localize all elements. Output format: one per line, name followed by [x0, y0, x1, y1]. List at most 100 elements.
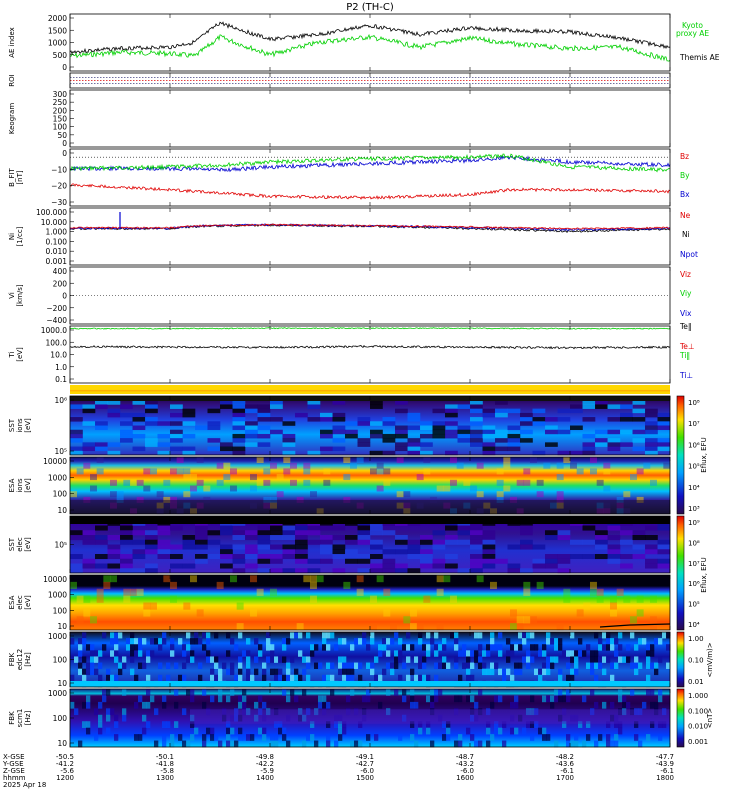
- x-tick-label: -42.2: [256, 760, 274, 768]
- spectrogram-cell: [157, 450, 171, 456]
- spectrogram-cell: [102, 632, 107, 639]
- spectrogram-cell: [282, 554, 296, 560]
- spectrogram-cell: [446, 727, 451, 735]
- spectrogram-cell: [502, 740, 507, 748]
- spectrogram-cell: [590, 650, 595, 657]
- spectrogram-cell: [156, 491, 164, 498]
- spectrogram-cell: [320, 446, 333, 452]
- spectrogram-cell: [70, 638, 75, 645]
- spectrogram-cell: [374, 734, 379, 741]
- spectrogram-cell: [434, 695, 439, 703]
- spectrogram-cell: [98, 674, 103, 682]
- y-axis-label: [eV]: [16, 347, 24, 362]
- spectrogram-cell: [382, 568, 396, 574]
- spectrogram-cell: [454, 662, 459, 669]
- spectrogram-cell: [357, 568, 371, 574]
- spectrogram-cell: [232, 408, 246, 414]
- spectrogram-cell: [170, 421, 183, 426]
- spectrogram-cell: [278, 656, 283, 663]
- spectrogram-cell: [614, 650, 619, 657]
- spectrogram-cell: [470, 695, 475, 703]
- y-tick-label: 100: [53, 123, 68, 132]
- spectrogram-cell: [618, 721, 623, 728]
- spectrogram-cell: [514, 662, 519, 669]
- spectrogram-cell: [557, 417, 571, 422]
- spectrogram-cell: [458, 674, 463, 682]
- spectrogram-cell: [522, 727, 527, 735]
- spectrogram-cell: [206, 727, 211, 735]
- spectrogram-cell: [407, 539, 421, 545]
- spectrogram-cell: [434, 632, 439, 639]
- spectrogram-cell: [520, 412, 533, 418]
- spectrogram-cell: [266, 632, 271, 639]
- spectrogram-cell: [598, 656, 603, 663]
- spectrogram-cell: [274, 674, 279, 682]
- spectrogram-cell: [570, 740, 575, 748]
- spectrogram-cell: [370, 623, 377, 631]
- spectrogram-cell: [257, 544, 271, 550]
- y-tick-label: 1000: [48, 39, 67, 48]
- spectrogram-cell: [358, 721, 363, 728]
- spectrogram-cell: [574, 662, 579, 669]
- spectrogram-cell: [495, 558, 508, 564]
- spectrogram-cell: [302, 656, 307, 663]
- spectrogram-cell: [645, 442, 658, 447]
- spectrogram-cell: [582, 695, 587, 703]
- spectrogram-cell: [418, 721, 423, 728]
- spectrogram-cell: [383, 468, 391, 475]
- spectrogram-cell: [530, 632, 535, 639]
- spectrogram-cell: [620, 404, 633, 409]
- spectrogram-cell: [545, 535, 558, 541]
- spectrogram-cell: [558, 674, 563, 682]
- spectrogram-cell: [436, 623, 444, 631]
- spectrogram-cell: [595, 539, 608, 545]
- spectrogram-cell: [107, 554, 121, 560]
- spectrogram-cell: [595, 544, 608, 550]
- spectrogram-cell: [138, 734, 143, 741]
- spectrogram-cell: [542, 668, 547, 676]
- spectrogram-cell: [282, 638, 287, 645]
- spectrogram-cell: [394, 656, 399, 663]
- spectrogram-cell: [554, 689, 559, 696]
- mode-bar: [70, 385, 670, 394]
- x-tick-label: 1400: [256, 774, 274, 782]
- y-axis-label: SST: [8, 537, 16, 551]
- spectrogram-cell: [134, 701, 139, 709]
- spectrogram-cell: [242, 650, 247, 657]
- spectrogram-cell: [658, 734, 663, 741]
- spectrogram-cell: [395, 425, 408, 431]
- spectrogram-cell: [82, 721, 87, 728]
- spectrogram-cell: [282, 442, 296, 447]
- spectrogram-cell: [410, 689, 415, 696]
- colorbar-b-label: <nT>: [706, 708, 714, 729]
- x-tick-label: 1500: [356, 774, 374, 782]
- spectrogram-cell: [523, 479, 531, 486]
- spectrogram-cell: [590, 662, 595, 669]
- spectrogram-cell: [516, 479, 524, 486]
- spectrogram-cell: [407, 425, 421, 431]
- spectrogram-cell: [114, 656, 119, 663]
- spectrogram-cell: [574, 734, 579, 741]
- spectrogram-cell: [445, 433, 458, 439]
- spectrogram-cell: [498, 650, 503, 657]
- spectrogram-cell: [434, 689, 439, 696]
- spectrogram-cell: [503, 462, 511, 469]
- spectrogram-cell: [90, 616, 97, 624]
- spectrogram-cell: [94, 656, 99, 663]
- spectrogram-cell: [494, 721, 499, 728]
- spectrogram-cell: [290, 689, 295, 696]
- spectrogram-cell: [498, 668, 503, 676]
- spectrogram-cell: [370, 632, 375, 639]
- spectrogram-cell: [270, 462, 277, 469]
- spectrogram-cell: [614, 740, 619, 748]
- spectrogram-cell: [90, 485, 97, 492]
- spectrogram-cell: [78, 662, 83, 669]
- spectrogram-cell: [654, 662, 659, 669]
- spectrogram-cell: [595, 429, 608, 435]
- y-axis-label: ESA: [8, 595, 16, 609]
- spectrogram-cell: [306, 674, 311, 682]
- spectrogram-cell: [296, 496, 304, 503]
- spectrogram-cell: [95, 535, 108, 541]
- legend-ne: Ne: [680, 211, 691, 220]
